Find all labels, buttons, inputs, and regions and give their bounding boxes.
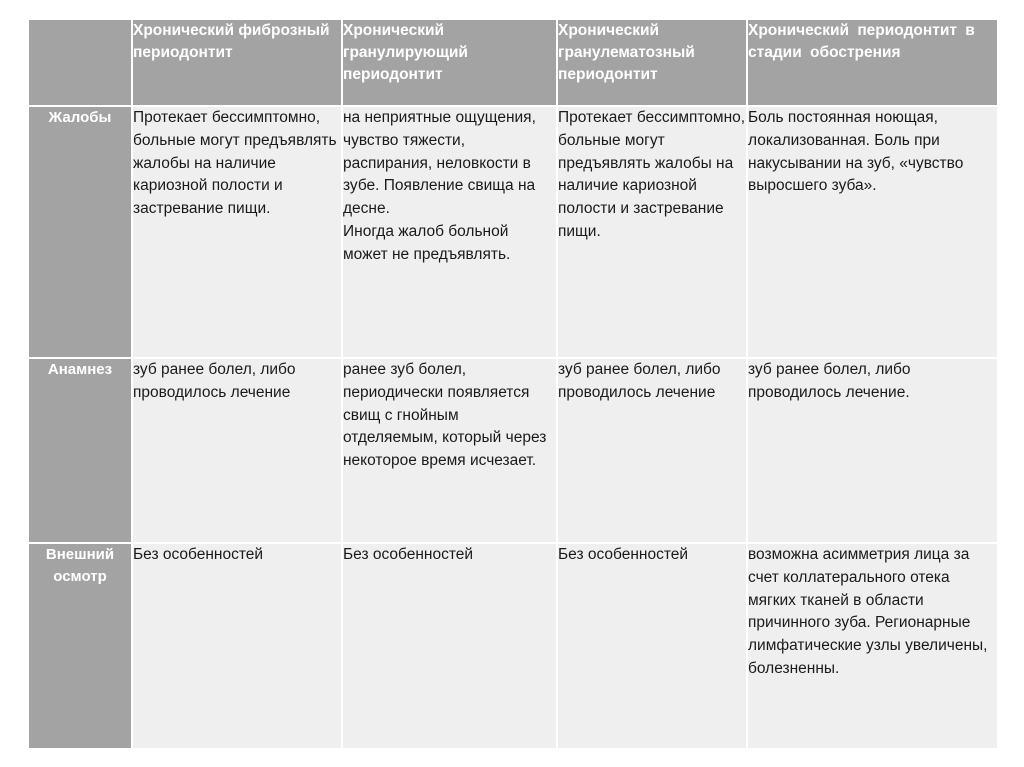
cell-anamnesis-granulomatous: зуб ранее болел, либо проводилось лечени… <box>558 359 746 542</box>
table-row: Внешний осмотр Без особенностей Без особ… <box>29 544 997 748</box>
cell-external-exam-granulomatous: Без особенностей <box>558 544 746 748</box>
table-header: Хронический фиброзный периодонтит Хронич… <box>29 20 997 105</box>
cell-complaints-granulomatous: Протекает бессимптомно, больные могут пр… <box>558 107 746 357</box>
cell-complaints-exacerbation: Боль постоянная ноющая, локализованная. … <box>748 107 997 357</box>
column-header-granulating: Хронический гранулирующий периодонтит <box>343 20 556 105</box>
row-label-external-exam: Внешний осмотр <box>29 544 131 748</box>
cell-anamnesis-fibrous: зуб ранее болел, либо проводилось лечени… <box>133 359 341 542</box>
cell-external-exam-exacerbation: возможна асимметрия лица за счет коллате… <box>748 544 997 748</box>
row-label-complaints: Жалобы <box>29 107 131 357</box>
periodontitis-comparison-table: Хронический фиброзный периодонтит Хронич… <box>27 18 999 750</box>
cell-anamnesis-exacerbation: зуб ранее болел, либо проводилось лечени… <box>748 359 997 542</box>
cell-complaints-fibrous: Протекает бессимптомно, больные могут пр… <box>133 107 341 357</box>
cell-external-exam-granulating: Без особенностей <box>343 544 556 748</box>
row-label-anamnesis: Анамнез <box>29 359 131 542</box>
column-header-granulomatous: Хронический гранулематозный периодонтит <box>558 20 746 105</box>
cell-anamnesis-granulating: ранее зуб болел, периодически появляется… <box>343 359 556 542</box>
column-header-fibrous: Хронический фиброзный периодонтит <box>133 20 341 105</box>
header-corner-cell <box>29 20 131 105</box>
table-body: Жалобы Протекает бессимптомно, больные м… <box>29 107 997 748</box>
cell-complaints-granulating: на неприятные ощущения, чувство тяжести,… <box>343 107 556 357</box>
table-row: Жалобы Протекает бессимптомно, больные м… <box>29 107 997 357</box>
column-header-exacerbation: Хронический периодонтит в стадии обостре… <box>748 20 997 105</box>
header-row: Хронический фиброзный периодонтит Хронич… <box>29 20 997 105</box>
cell-external-exam-fibrous: Без особенностей <box>133 544 341 748</box>
table-row: Анамнез зуб ранее болел, либо проводилос… <box>29 359 997 542</box>
